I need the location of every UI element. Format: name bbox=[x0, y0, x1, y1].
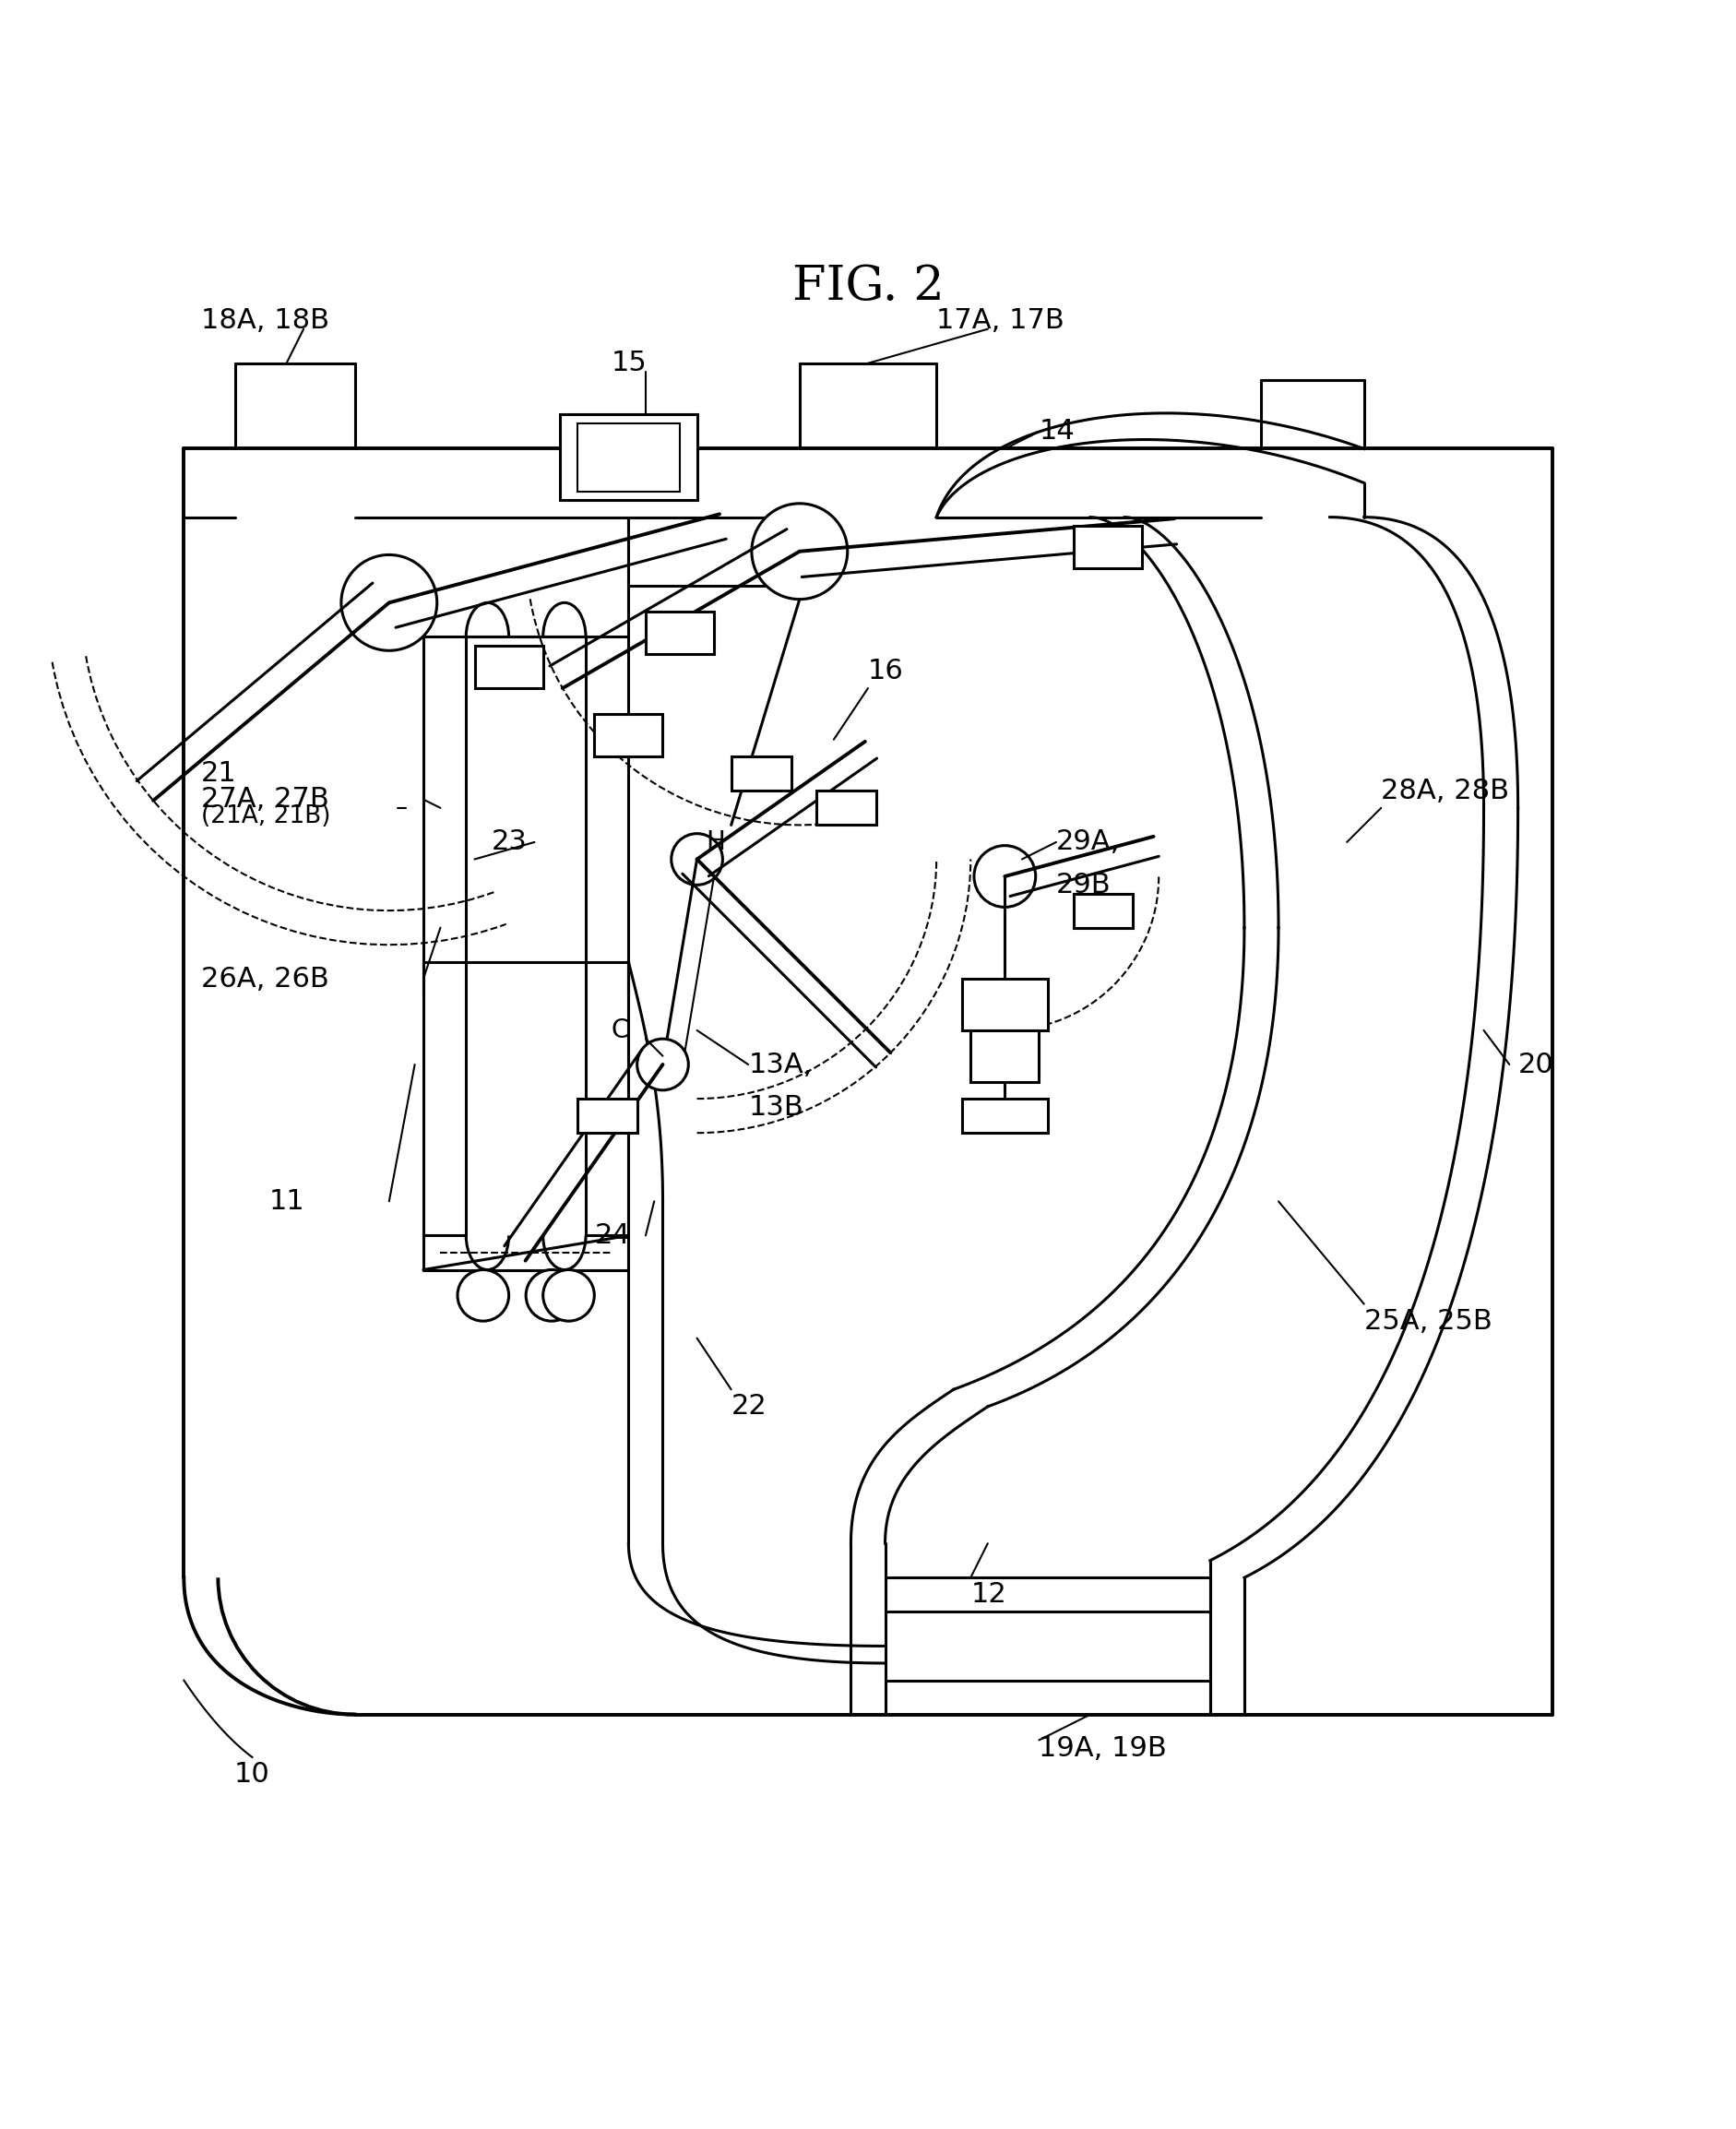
Text: (21A, 21B): (21A, 21B) bbox=[201, 805, 330, 828]
Text: 16: 16 bbox=[868, 658, 904, 686]
Text: 10: 10 bbox=[234, 1761, 271, 1788]
Text: 14: 14 bbox=[1040, 417, 1075, 445]
Circle shape bbox=[752, 502, 847, 598]
Bar bbox=[1073, 526, 1142, 568]
Circle shape bbox=[543, 1269, 594, 1322]
Bar bbox=[474, 645, 543, 688]
Text: C: C bbox=[611, 1018, 630, 1043]
Text: 28A, 28B: 28A, 28B bbox=[1382, 777, 1509, 805]
Text: 17A, 17B: 17A, 17B bbox=[936, 307, 1064, 334]
Circle shape bbox=[342, 556, 437, 651]
Circle shape bbox=[458, 1269, 509, 1322]
Bar bbox=[646, 611, 713, 654]
Bar bbox=[1073, 894, 1134, 928]
Text: 26A, 26B: 26A, 26B bbox=[201, 967, 328, 992]
Text: FIG. 2: FIG. 2 bbox=[792, 262, 944, 311]
Bar bbox=[816, 790, 877, 826]
Bar bbox=[594, 713, 663, 756]
Text: 21: 21 bbox=[201, 760, 236, 788]
Text: 29A,: 29A, bbox=[1055, 828, 1120, 856]
Bar bbox=[561, 415, 696, 500]
Bar bbox=[962, 979, 1047, 1030]
Text: 22: 22 bbox=[731, 1392, 767, 1420]
Circle shape bbox=[974, 845, 1036, 907]
Text: 15: 15 bbox=[611, 349, 648, 377]
Bar bbox=[962, 1099, 1047, 1133]
Text: 13B: 13B bbox=[748, 1094, 804, 1120]
Text: 27A, 27B: 27A, 27B bbox=[201, 786, 328, 813]
Text: 20: 20 bbox=[1517, 1052, 1554, 1077]
Text: 12: 12 bbox=[970, 1582, 1007, 1607]
Text: 24: 24 bbox=[594, 1222, 630, 1250]
Circle shape bbox=[637, 1039, 689, 1090]
Bar bbox=[970, 1030, 1040, 1082]
Text: 23: 23 bbox=[491, 828, 528, 856]
Text: H: H bbox=[705, 828, 724, 856]
Text: 18A, 18B: 18A, 18B bbox=[201, 307, 330, 334]
Text: 29B: 29B bbox=[1055, 871, 1111, 898]
Bar bbox=[578, 1099, 637, 1133]
Text: 25A, 25B: 25A, 25B bbox=[1364, 1307, 1491, 1335]
Text: 13A,: 13A, bbox=[748, 1052, 812, 1077]
Circle shape bbox=[672, 835, 722, 886]
Bar bbox=[731, 756, 792, 790]
Text: 19A, 19B: 19A, 19B bbox=[1040, 1735, 1167, 1763]
Circle shape bbox=[526, 1269, 578, 1322]
Text: 11: 11 bbox=[269, 1188, 306, 1216]
Bar bbox=[578, 424, 681, 492]
